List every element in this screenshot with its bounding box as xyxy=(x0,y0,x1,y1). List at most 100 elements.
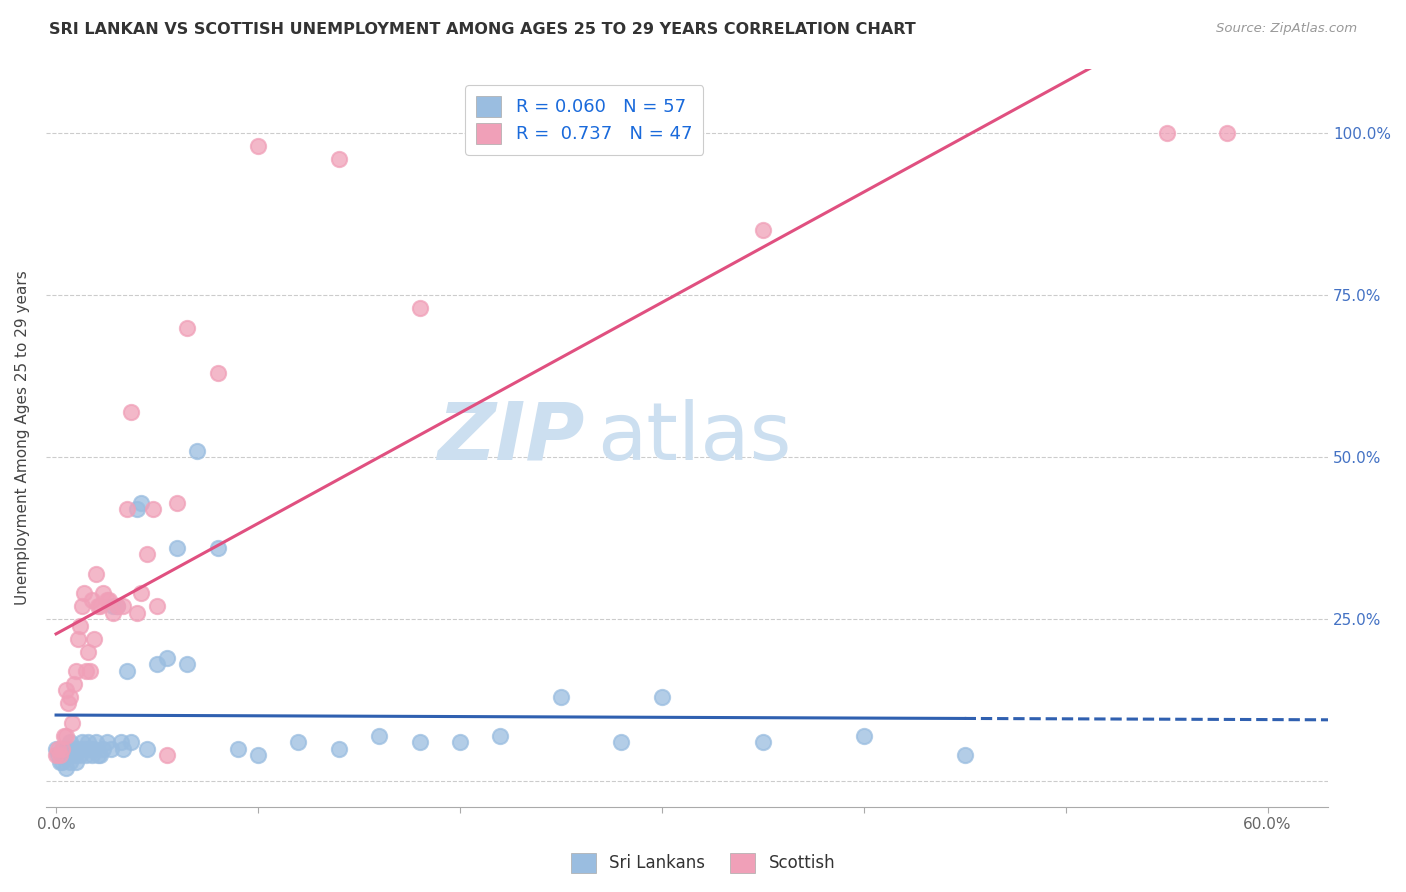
Point xyxy=(69,618,91,632)
Point xyxy=(53,729,76,743)
Point xyxy=(45,748,67,763)
Text: SRI LANKAN VS SCOTTISH UNEMPLOYMENT AMONG AGES 25 TO 29 YEARS CORRELATION CHART: SRI LANKAN VS SCOTTISH UNEMPLOYMENT AMON… xyxy=(49,22,915,37)
Point xyxy=(489,729,512,743)
Point xyxy=(89,599,111,614)
Point xyxy=(89,748,111,763)
Point xyxy=(45,741,67,756)
Point xyxy=(73,741,96,756)
Point xyxy=(328,741,350,756)
Point xyxy=(186,443,208,458)
Point xyxy=(125,606,148,620)
Text: Source: ZipAtlas.com: Source: ZipAtlas.com xyxy=(1216,22,1357,36)
Point xyxy=(55,729,77,743)
Point xyxy=(156,748,179,763)
Point xyxy=(142,502,165,516)
Point xyxy=(79,664,101,678)
Point xyxy=(166,541,188,555)
Point xyxy=(207,541,229,555)
Point xyxy=(408,301,430,316)
Point xyxy=(73,586,96,600)
Point xyxy=(176,320,198,334)
Point xyxy=(129,495,152,509)
Point xyxy=(449,735,471,749)
Point xyxy=(110,735,132,749)
Point xyxy=(60,741,83,756)
Point xyxy=(53,748,76,763)
Point xyxy=(115,664,138,678)
Text: atlas: atlas xyxy=(598,399,792,476)
Point xyxy=(77,735,100,749)
Point xyxy=(115,502,138,516)
Point xyxy=(59,755,82,769)
Point xyxy=(111,741,134,756)
Point xyxy=(1216,126,1239,140)
Text: ZIP: ZIP xyxy=(437,399,585,476)
Point xyxy=(111,599,134,614)
Point xyxy=(97,592,120,607)
Point xyxy=(101,606,124,620)
Point xyxy=(86,566,108,581)
Point xyxy=(79,741,101,756)
Point xyxy=(96,592,118,607)
Point xyxy=(651,690,673,704)
Y-axis label: Unemployment Among Ages 25 to 29 years: Unemployment Among Ages 25 to 29 years xyxy=(15,270,30,605)
Point xyxy=(953,748,976,763)
Point xyxy=(56,696,79,710)
Point xyxy=(72,599,94,614)
Point xyxy=(91,741,114,756)
Point xyxy=(63,748,86,763)
Point xyxy=(96,735,118,749)
Point xyxy=(105,599,128,614)
Point xyxy=(56,748,79,763)
Legend: R = 0.060   N = 57, R =  0.737   N = 47: R = 0.060 N = 57, R = 0.737 N = 47 xyxy=(465,85,703,154)
Point xyxy=(226,741,249,756)
Point xyxy=(752,735,775,749)
Point xyxy=(207,366,229,380)
Point xyxy=(55,761,77,775)
Point xyxy=(91,586,114,600)
Point xyxy=(136,547,159,561)
Point xyxy=(65,664,87,678)
Point xyxy=(1156,126,1178,140)
Point xyxy=(49,755,72,769)
Point xyxy=(75,748,97,763)
Point xyxy=(46,741,69,756)
Point xyxy=(77,644,100,658)
Point xyxy=(752,223,775,237)
Point xyxy=(105,599,128,614)
Point xyxy=(852,729,875,743)
Point xyxy=(51,741,73,756)
Point xyxy=(146,599,169,614)
Point xyxy=(55,683,77,698)
Point xyxy=(156,651,179,665)
Point xyxy=(101,599,124,614)
Point xyxy=(610,735,633,749)
Point xyxy=(129,586,152,600)
Point xyxy=(328,152,350,166)
Point xyxy=(49,748,72,763)
Point xyxy=(550,690,572,704)
Point xyxy=(246,748,269,763)
Point xyxy=(46,748,69,763)
Point xyxy=(120,405,142,419)
Point xyxy=(59,690,82,704)
Point xyxy=(87,748,110,763)
Point xyxy=(246,139,269,153)
Point xyxy=(100,741,122,756)
Legend: Sri Lankans, Scottish: Sri Lankans, Scottish xyxy=(564,847,842,880)
Point xyxy=(60,715,83,730)
Point xyxy=(120,735,142,749)
Point xyxy=(287,735,309,749)
Point xyxy=(63,677,86,691)
Point xyxy=(65,755,87,769)
Point xyxy=(51,755,73,769)
Point xyxy=(67,741,90,756)
Point xyxy=(176,657,198,672)
Point xyxy=(72,735,94,749)
Point xyxy=(75,664,97,678)
Point xyxy=(86,735,108,749)
Point xyxy=(166,495,188,509)
Point xyxy=(87,599,110,614)
Point xyxy=(368,729,391,743)
Point xyxy=(55,741,77,756)
